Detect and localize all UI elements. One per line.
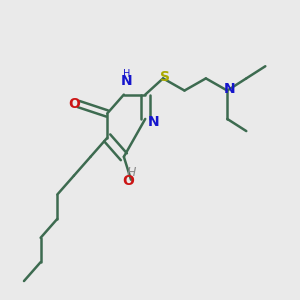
Text: O: O: [122, 174, 134, 188]
Text: O: O: [68, 97, 80, 111]
Text: H: H: [122, 69, 130, 79]
Text: N: N: [120, 74, 132, 88]
Text: N: N: [224, 82, 236, 96]
Text: N: N: [148, 115, 159, 129]
Text: S: S: [160, 70, 170, 84]
Text: H: H: [126, 167, 136, 179]
